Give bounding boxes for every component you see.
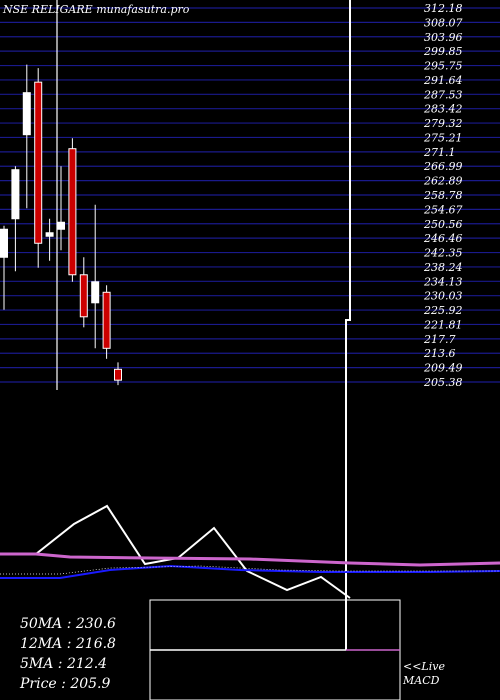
ma50-value: 50MA : 230.6 [20,616,116,632]
y-tick-label: 299.85 [423,45,463,58]
chart-title: NSE RELIGARE munafasutra.pro [3,3,190,16]
y-tick-label: 295.75 [423,60,463,73]
y-tick-label: 291.64 [423,74,463,87]
live-label: <<Live [403,660,445,673]
y-tick-label: 312.18 [424,2,463,15]
moving-average-panel: 50MA : 230.6 12MA : 216.8 5MA : 212.4 Pr… [20,614,116,694]
macd-line [0,504,351,599]
y-tick-label: 234.13 [423,275,463,288]
y-tick-label: 254.67 [423,203,463,216]
candle-body [114,368,122,381]
y-tick-label: 275.21 [423,131,463,144]
candle-body [45,232,54,237]
y-tick-label: 209.49 [423,362,463,375]
y-tick-label: 258.78 [423,189,463,202]
spike-line [345,0,351,650]
candle-body [11,169,20,220]
y-tick-label: 287.53 [423,88,463,101]
y-tick-label: 262.89 [423,175,463,188]
candle-body [22,92,31,136]
y-tick-label: 238.24 [423,261,463,274]
y-tick-label: 205.38 [423,376,463,389]
y-tick-label: 221.81 [423,318,463,331]
candle-body [91,281,100,304]
y-tick-label: 266.99 [423,160,463,173]
y-tick-label: 303.96 [424,31,463,44]
y-tick-label: 246.46 [423,232,463,245]
y-tick-label: 225.92 [423,304,463,317]
candle-body [0,228,8,258]
y-tick-label: 230.03 [423,290,463,303]
macd-panel [0,504,500,700]
candle-body [79,274,88,318]
ma12-value: 12MA : 216.8 [20,636,116,652]
macd-label: <<Live MACD [403,660,445,688]
zero-line [0,565,500,575]
ma5-value: 5MA : 212.4 [20,656,108,672]
y-tick-label: 242.35 [423,247,463,260]
y-tick-label: 279.32 [423,117,463,130]
candle-body [68,148,77,276]
candles [0,0,351,650]
y-tick-label: 213.6 [423,347,456,360]
candle-body [102,291,111,349]
y-tick-label: 308.07 [424,16,463,29]
candle-body [34,81,43,244]
macd-title: MACD [403,674,440,687]
signal-line [0,552,500,567]
y-tick-label: 250.56 [423,218,463,231]
histogram-line [0,564,500,579]
price-value: Price : 205.9 [20,676,111,692]
y-tick-label: 283.42 [423,103,463,116]
candle-body [57,221,65,230]
y-tick-label: 271.1 [423,146,456,159]
grid-lines [0,7,500,383]
y-tick-label: 217.7 [423,333,456,346]
